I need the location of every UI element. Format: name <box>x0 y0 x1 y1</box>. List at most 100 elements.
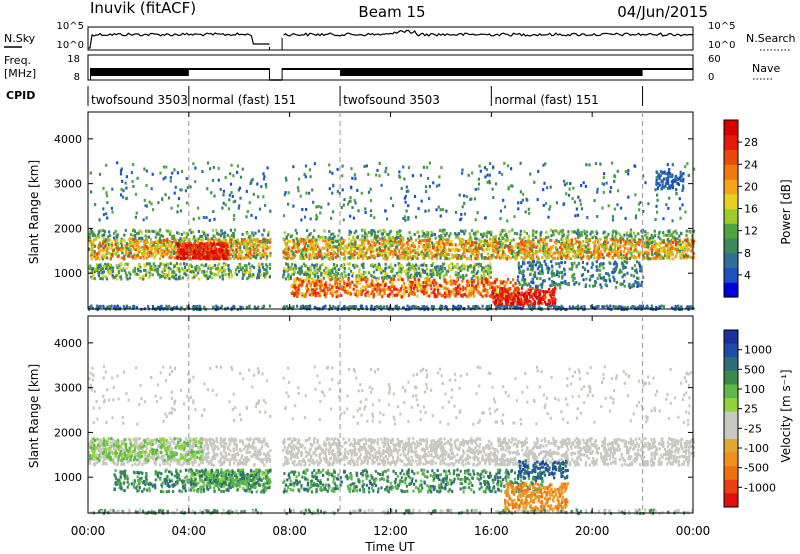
range-cell <box>348 262 351 266</box>
range-cell <box>575 231 578 235</box>
range-cell <box>654 249 657 253</box>
range-cell <box>154 248 157 252</box>
range-cell <box>197 237 200 241</box>
range-cell <box>445 238 448 242</box>
range-cell <box>312 247 315 251</box>
range-cell <box>630 243 634 247</box>
range-cell <box>318 238 321 242</box>
range-cell <box>238 246 242 250</box>
range-cell <box>488 241 491 245</box>
range-cell <box>186 277 189 281</box>
range-cell <box>585 251 588 255</box>
range-cell <box>157 251 160 255</box>
range-cell <box>160 234 163 237</box>
range-cell <box>344 255 347 259</box>
range-cell <box>512 284 515 288</box>
range-cell <box>347 273 350 277</box>
range-cell <box>330 292 333 296</box>
range-cell <box>378 246 381 250</box>
range-cell <box>151 273 154 277</box>
range-cell <box>311 240 314 244</box>
range-cell <box>116 266 119 270</box>
range-cell <box>303 292 306 296</box>
range-cell <box>227 256 230 260</box>
range-cell <box>351 252 354 256</box>
range-cell <box>660 238 663 242</box>
range-cell <box>221 277 224 281</box>
range-cell <box>323 287 326 291</box>
range-cell <box>467 265 470 269</box>
range-cell <box>470 266 473 270</box>
range-cell <box>332 291 335 295</box>
range-cell <box>378 288 381 291</box>
range-cell <box>211 228 214 232</box>
range-cell <box>133 253 136 257</box>
range-cell <box>644 256 647 260</box>
range-cell <box>305 287 308 290</box>
range-cell <box>407 252 410 256</box>
range-cell <box>298 271 301 275</box>
range-cell <box>308 233 311 237</box>
range-cell <box>487 274 491 278</box>
range-cell <box>545 257 548 260</box>
range-cell <box>98 271 101 275</box>
range-cell <box>412 267 415 271</box>
range-cell <box>666 238 669 241</box>
range-cell <box>229 244 233 248</box>
range-cell <box>295 237 298 241</box>
range-cell <box>392 282 395 286</box>
range-cell <box>236 266 239 270</box>
range-cell <box>193 242 196 246</box>
range-cell <box>210 237 213 241</box>
range-cell <box>250 237 253 241</box>
range-cell <box>597 240 600 244</box>
range-cell <box>424 254 427 258</box>
range-cell <box>297 284 300 288</box>
range-cell <box>378 253 381 257</box>
range-cell <box>325 255 328 259</box>
range-cell <box>399 264 402 268</box>
range-cell <box>561 234 564 238</box>
range-cell <box>101 277 104 281</box>
range-cell <box>256 247 259 251</box>
range-cell <box>143 268 146 272</box>
range-cell <box>399 275 402 279</box>
range-cell <box>438 229 442 233</box>
range-cell <box>689 255 692 259</box>
range-cell <box>326 248 329 252</box>
range-cell <box>406 237 410 241</box>
range-cell <box>462 263 465 266</box>
range-cell <box>126 247 129 251</box>
range-cell <box>383 289 386 293</box>
range-cell <box>212 250 215 254</box>
range-cell <box>454 289 457 293</box>
range-cell <box>177 231 180 235</box>
range-cell <box>188 263 191 267</box>
range-cell <box>88 232 91 236</box>
range-cell <box>469 235 472 239</box>
range-cell <box>323 252 326 256</box>
range-cell <box>381 276 384 280</box>
range-cell <box>424 285 427 289</box>
range-cell <box>589 251 593 255</box>
range-cell <box>147 268 151 272</box>
range-cell <box>340 239 343 243</box>
range-cell <box>453 287 457 291</box>
range-cell <box>336 247 339 251</box>
range-cell <box>107 246 110 250</box>
range-cell <box>332 254 335 258</box>
range-cell <box>354 263 357 267</box>
range-cell <box>181 244 184 248</box>
range-cell <box>171 237 174 241</box>
range-cell <box>390 280 394 284</box>
range-cell <box>421 256 425 259</box>
range-cell <box>149 265 152 268</box>
range-cell <box>438 283 441 287</box>
range-cell <box>499 230 502 234</box>
range-cell <box>383 292 386 295</box>
range-cell <box>243 268 247 272</box>
range-cell <box>558 246 562 250</box>
range-cell <box>382 249 385 253</box>
range-cell <box>348 267 351 271</box>
range-cell <box>439 272 442 276</box>
